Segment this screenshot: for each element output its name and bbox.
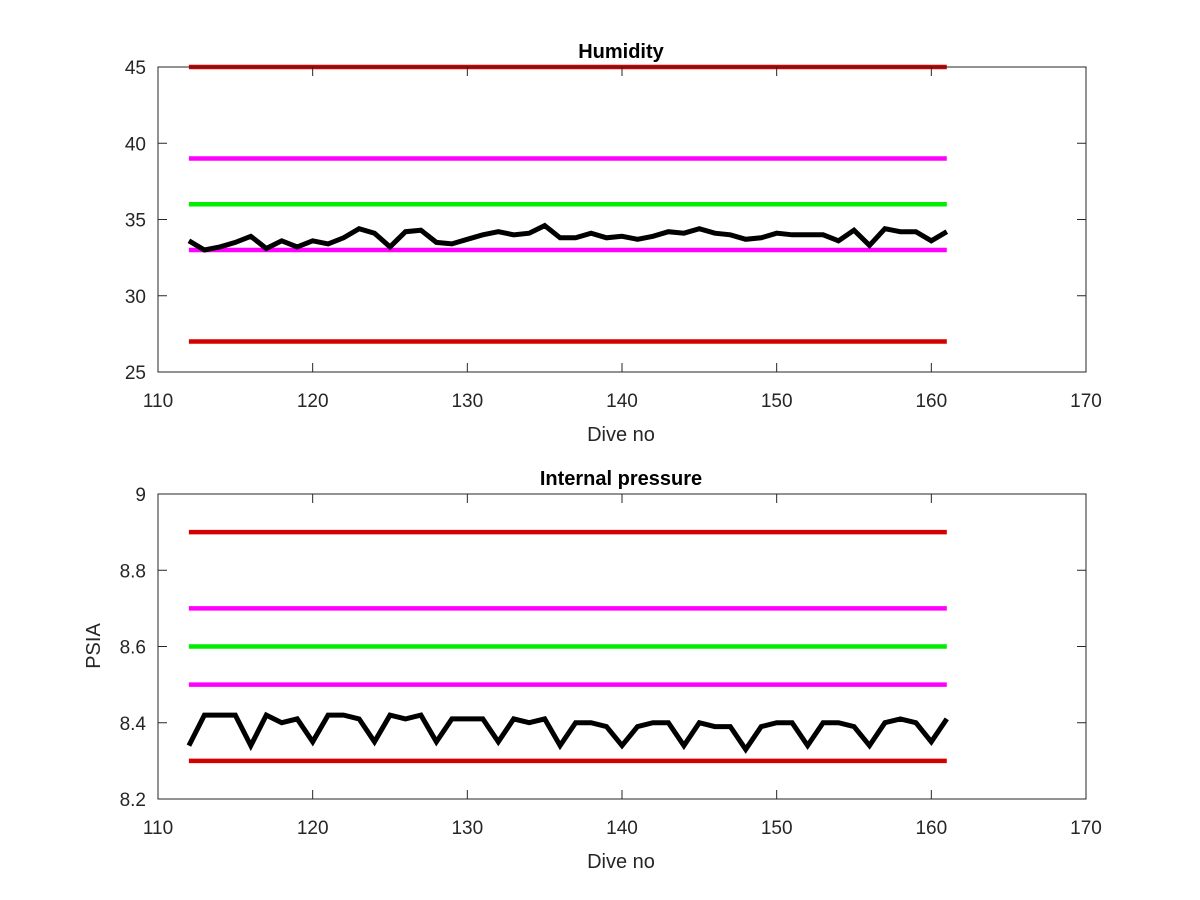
pressure-x-tick-label: 150 — [761, 818, 793, 839]
humidity-y-tick-label: 30 — [125, 287, 146, 308]
pressure-x-tick-label: 110 — [143, 818, 173, 839]
pressure-y-tick-label: 8.2 — [120, 790, 146, 811]
humidity-measured-data-line — [187, 222, 949, 253]
pressure-series-layer — [186, 529, 949, 764]
pressure-ticks: 110 120 130 140 150 160 170 8.2 8.4 8.6 8.8 9 — [120, 485, 1102, 839]
humidity-x-tick-label: 130 — [451, 391, 483, 412]
pressure-y-axis-label: PSIA — [83, 623, 105, 669]
pressure-y-tick-label: 8.8 — [120, 561, 146, 582]
internal-pressure-chart: 110 120 130 140 150 160 170 8.2 8.4 8.6 8.8 9 Inter… — [83, 468, 1102, 873]
pressure-y-tick-label: 8.4 — [120, 714, 147, 735]
humidity-chart-title: Humidity — [578, 41, 664, 63]
humidity-y-tick-label: 35 — [125, 211, 146, 232]
pressure-x-tick-label: 120 — [297, 818, 329, 839]
humidity-y-tick-label: 40 — [125, 134, 146, 155]
humidity-chart: 110 120 130 140 150 160 170 25 30 35 40 45 Humidity… — [125, 41, 1102, 446]
humidity-x-tick-label: 160 — [915, 391, 947, 412]
humidity-x-tick-label: 120 — [297, 391, 329, 412]
humidity-x-tick-label: 110 — [143, 391, 173, 412]
humidity-ticks: 110 120 130 140 150 160 170 25 30 35 40 45 — [125, 58, 1102, 412]
humidity-x-tick-label: 170 — [1070, 391, 1102, 412]
pressure-x-tick-label: 140 — [606, 818, 638, 839]
pressure-x-axis-label: Dive no — [587, 851, 655, 873]
humidity-x-tick-label: 140 — [606, 391, 638, 412]
humidity-y-tick-label: 25 — [125, 363, 146, 384]
pressure-chart-title: Internal pressure — [540, 468, 702, 490]
humidity-y-tick-label: 45 — [125, 58, 146, 79]
pressure-x-tick-label: 130 — [451, 818, 483, 839]
pressure-x-tick-label: 170 — [1070, 818, 1102, 839]
humidity-x-tick-label: 150 — [761, 391, 793, 412]
pressure-y-tick-label: 9 — [135, 485, 146, 506]
pressure-y-tick-label: 8.6 — [120, 638, 146, 659]
humidity-x-axis-label: Dive no — [587, 424, 655, 446]
pressure-measured-data-line — [186, 711, 949, 754]
pressure-x-tick-label: 160 — [915, 818, 947, 839]
